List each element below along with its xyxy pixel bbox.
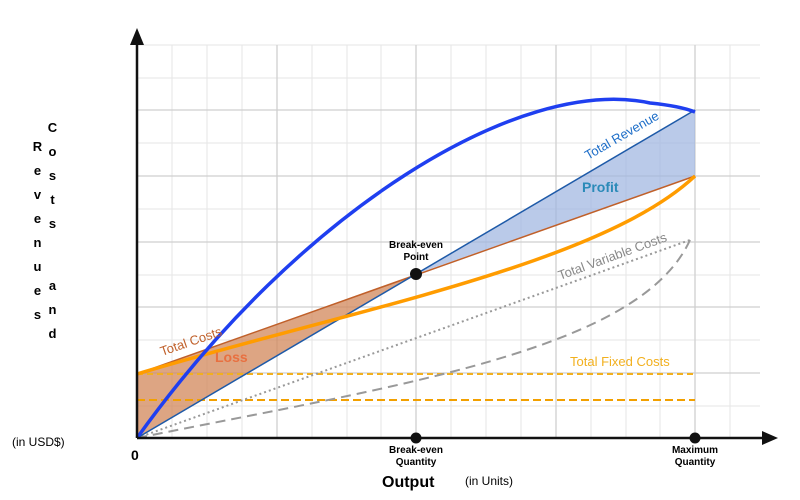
- be-quantity-box: Break-even Quantity: [389, 445, 443, 468]
- axes: [135, 40, 765, 440]
- be-point-label: Break-even Point: [389, 240, 443, 263]
- max-quantity-box: Maximum Quantity: [671, 445, 719, 468]
- max-quantity-dot: [689, 432, 701, 444]
- break-even-dot: [410, 268, 422, 280]
- total-revenue-curve: [135, 97, 696, 440]
- y-axis-unit: (in USD$): [12, 435, 65, 449]
- be-quantity-dot: [410, 432, 422, 444]
- variable-costs-dashed: [136, 239, 691, 439]
- be-quantity-label: Break-even Quantity: [389, 445, 443, 468]
- total-costs-curve: [136, 174, 697, 376]
- origin-label: 0: [131, 447, 139, 463]
- max-quantity-label: Maximum Quantity: [671, 445, 719, 468]
- x-axis-unit: (in Units): [465, 474, 513, 488]
- x-axis-label: Output: [382, 474, 435, 491]
- total-fixed-costs-label: Total Fixed Costs: [570, 354, 670, 369]
- y-arrow: [130, 28, 144, 45]
- y-axis-label: Costs and Revenues: [30, 120, 60, 350]
- be-point-box: Break-even Point: [389, 240, 443, 263]
- loss-label: Loss: [215, 349, 248, 365]
- profit-label: Profit: [582, 179, 619, 195]
- x-arrow: [762, 431, 778, 445]
